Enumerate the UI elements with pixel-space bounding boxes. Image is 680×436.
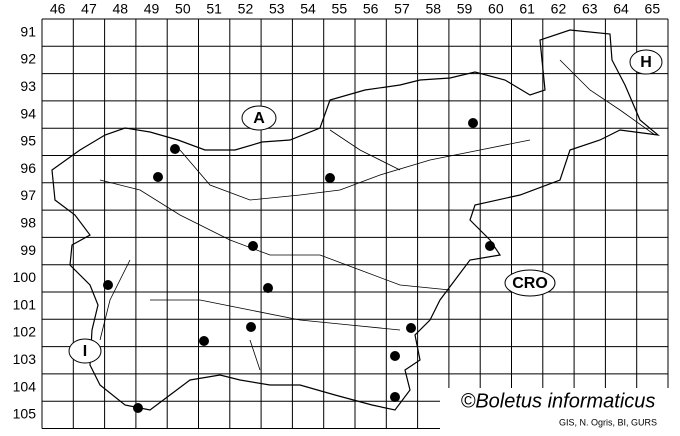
column-label: 53 (269, 1, 285, 17)
country-label: CRO (512, 275, 548, 292)
column-label: 64 (613, 1, 629, 17)
column-label: 65 (645, 1, 661, 17)
record-dot (325, 173, 335, 183)
record-dot (390, 392, 400, 402)
grid (41, 18, 669, 429)
column-label: 46 (50, 1, 66, 17)
column-label: 56 (363, 1, 379, 17)
column-label: 58 (425, 1, 441, 17)
record-dot (246, 322, 256, 332)
column-label: 48 (112, 1, 128, 17)
copyright: ©Boletus informaticus (461, 390, 656, 412)
row-label: 104 (13, 378, 37, 394)
label-oval (629, 49, 663, 75)
row-label: 100 (13, 269, 37, 285)
row-label: 91 (20, 23, 36, 39)
column-label: 59 (457, 1, 473, 17)
row-label: 102 (13, 324, 37, 340)
record-dot (390, 351, 400, 361)
column-label: 63 (582, 1, 598, 17)
row-label: 105 (13, 406, 37, 422)
river (99, 59, 656, 371)
column-label: 57 (394, 1, 410, 17)
column-label: 52 (238, 1, 254, 17)
label-oval (68, 338, 102, 364)
row-label: 96 (20, 160, 36, 176)
record-dot (153, 172, 163, 182)
row-label: 103 (13, 351, 37, 367)
column-label: 54 (300, 1, 316, 17)
caption-bg (440, 388, 670, 432)
column-label: 51 (206, 1, 222, 17)
column-label: 60 (488, 1, 504, 17)
row-label: 99 (20, 242, 36, 258)
row-label: 98 (20, 214, 36, 230)
column-label: 55 (332, 1, 348, 17)
record-dot (485, 241, 495, 251)
country-label: A (253, 110, 265, 127)
label-oval (241, 105, 277, 131)
row-label: 101 (13, 296, 37, 312)
country-labels: A H CRO I (68, 49, 663, 364)
row-label: 97 (20, 187, 36, 203)
country-label: I (83, 343, 87, 360)
record-dot (468, 118, 478, 128)
country-outline (51, 29, 660, 411)
row-label: 92 (20, 51, 36, 67)
column-label: 50 (175, 1, 191, 17)
record-dot (248, 241, 258, 251)
credit: GIS, N. Ogris, BI, GURS (559, 417, 657, 427)
label-oval (504, 269, 556, 297)
row-label: 95 (20, 133, 36, 149)
record-dot (103, 280, 113, 290)
row-label: 93 (20, 78, 36, 94)
country-label: H (640, 54, 652, 71)
column-label: 49 (144, 1, 160, 17)
column-label: 62 (551, 1, 567, 17)
record-dot (263, 283, 273, 293)
record-dot (406, 323, 416, 333)
column-label: 47 (81, 1, 97, 17)
records (103, 118, 495, 413)
record-dot (133, 403, 143, 413)
row-label: 94 (20, 105, 36, 121)
record-dot (170, 144, 180, 154)
column-label: 61 (519, 1, 535, 17)
record-dot (199, 336, 209, 346)
